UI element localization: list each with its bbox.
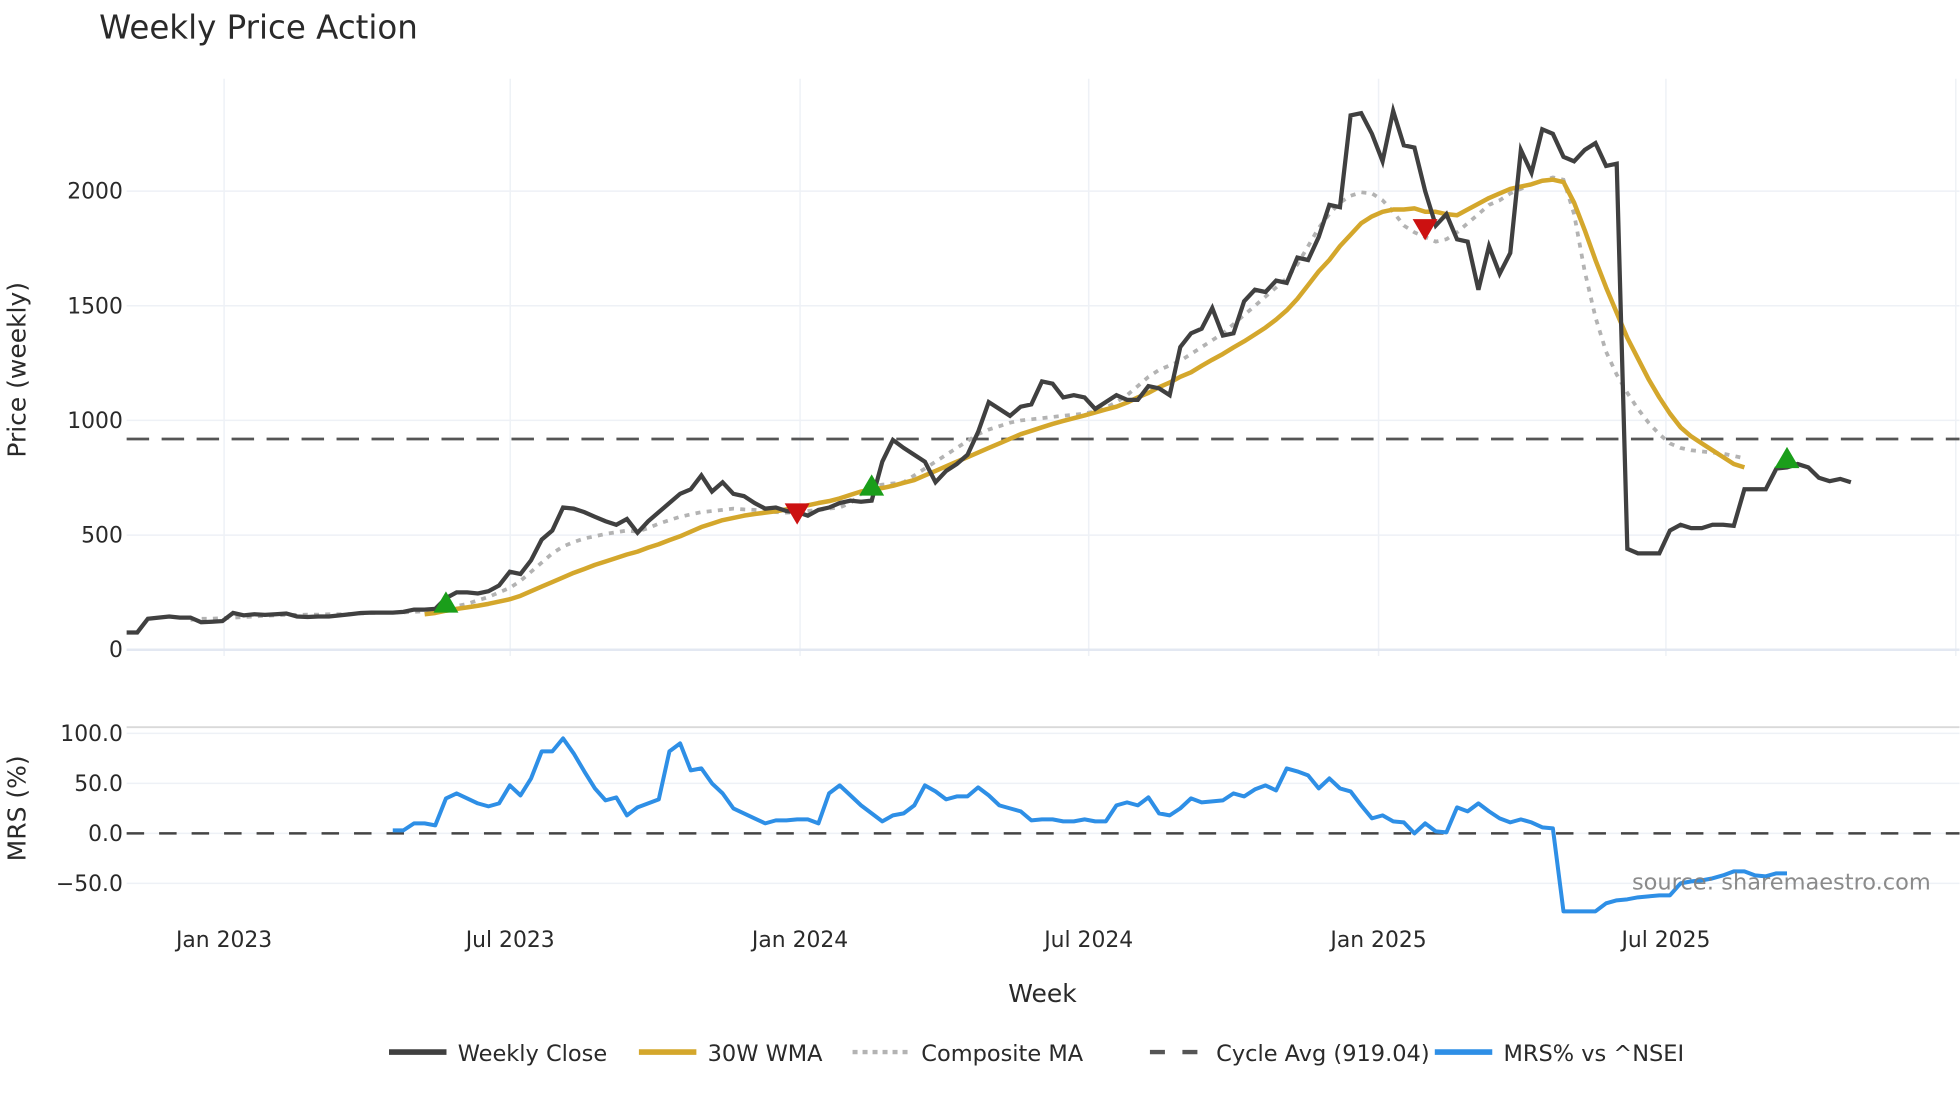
mrs-y-tick: 0.0 [88,822,123,847]
price-y-tick: 2000 [67,180,123,205]
mrs-gridlines [126,732,1960,885]
legend-label: MRS% vs ^NSEI [1504,1041,1685,1067]
price-y-tick: 0 [109,638,123,663]
price-y-axis-ticks: 0 500 1000 1500 2000 [67,180,123,664]
x-tick: Jul 2024 [1042,928,1133,953]
price-y-tick: 1000 [67,409,123,434]
buy-signal-triangle-up-icon [433,591,459,613]
mrs-y-tick: 100.0 [60,722,123,747]
legend-item-wma30[interactable]: 30W WMA [638,1041,824,1067]
chart-title: Weekly Price Action [99,9,418,47]
wma30-line [424,177,1746,617]
legend-label: Composite MA [921,1041,1083,1067]
x-tick: Jan 2023 [174,928,272,953]
sell-signal-triangle-down-icon [784,503,810,525]
legend-item-composite-ma[interactable]: Composite MA [852,1041,1084,1067]
price-gridlines [126,78,1960,656]
signal-markers [433,219,1800,613]
legend-label: Weekly Close [458,1041,607,1067]
legend: Weekly Close 30W WMA Composite MA Cycle Avg… [389,1041,1684,1067]
legend-label: Cycle Avg (919.04) [1216,1041,1429,1067]
legend-item-cycle-avg[interactable]: Cycle Avg (919.04) [1149,1041,1430,1067]
mrs-y-axis-title: MRS (%) [2,755,31,861]
mrs-plot-area[interactable] [126,736,1960,914]
x-axis-title: Week [1008,979,1077,1008]
x-tick: Jan 2024 [750,928,848,953]
sell-signal-triangle-down-icon [1412,219,1438,241]
x-tick: Jan 2025 [1328,928,1426,953]
legend-label: 30W WMA [708,1041,824,1067]
x-tick: Jul 2023 [464,928,555,953]
price-y-axis-title: Price (weekly) [2,282,31,458]
mrs-line [392,736,1788,914]
buy-signal-triangle-up-icon [1774,446,1800,469]
legend-item-weekly-close[interactable]: Weekly Close [389,1041,607,1067]
mrs-y-tick: −50.0 [56,872,123,897]
price-y-tick: 1500 [67,294,123,319]
legend-item-mrs[interactable]: MRS% vs ^NSEI [1434,1041,1685,1067]
source-watermark: source: sharemaestro.com [1632,870,1931,896]
price-y-tick: 500 [81,524,123,549]
price-plot-area[interactable] [126,102,1960,635]
weekly-close-line [126,102,1852,635]
mrs-y-tick: 50.0 [74,772,123,797]
buy-signal-triangle-up-icon [859,474,885,496]
x-tick: Jul 2025 [1619,928,1710,953]
mrs-y-axis-ticks: 100.0 50.0 0.0 −50.0 [56,722,123,897]
x-axis-ticks: Jan 2023 Jul 2023 Jan 2024 Jul 2024 Jan 2025… [174,928,1710,953]
